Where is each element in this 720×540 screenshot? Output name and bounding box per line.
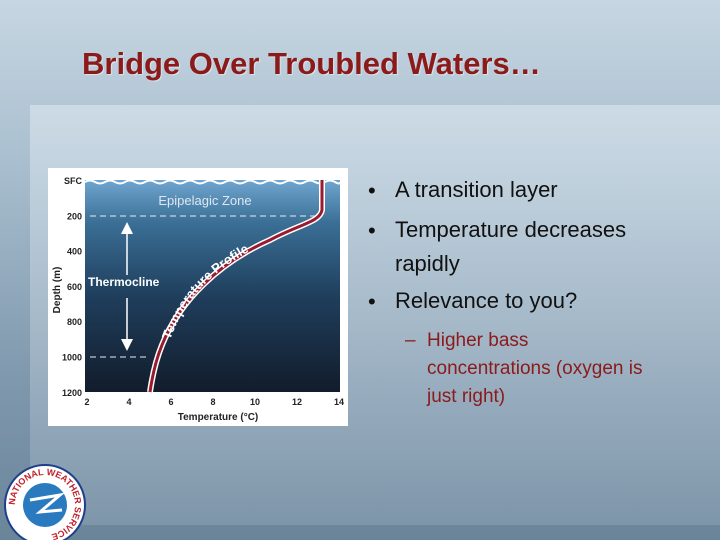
y-axis-title: Depth (m) xyxy=(52,267,63,314)
logo-bolt xyxy=(29,492,66,514)
layer-label: Thermocline xyxy=(88,275,160,289)
x-tick-label: 2 xyxy=(84,397,89,407)
y-tick-label: SFC xyxy=(64,176,83,186)
sub-bullet-item: – Higher bass concentrations (oxygen is j… xyxy=(405,327,645,411)
x-tick-label: 8 xyxy=(210,397,215,407)
x-tick-label: 10 xyxy=(250,397,260,407)
bullet-text: Relevance to you? xyxy=(395,288,578,313)
bullet-item: • Temperature decreases rapidly xyxy=(368,213,658,281)
bullet-text: Temperature decreases rapidly xyxy=(395,217,627,276)
x-axis-title: Temperature (°C) xyxy=(178,412,259,423)
bullet-item: • A transition layer xyxy=(368,173,658,207)
x-tick-label: 12 xyxy=(292,397,302,407)
bullet-text: A transition layer xyxy=(395,177,558,202)
x-tick-label: 6 xyxy=(168,397,173,407)
y-tick-label: 1000 xyxy=(62,353,82,363)
bullet-marker: • xyxy=(368,178,376,203)
zone-label: Epipelagic Zone xyxy=(158,193,251,208)
water xyxy=(85,180,340,392)
logo-center xyxy=(23,483,67,527)
y-tick-label: 600 xyxy=(67,282,82,292)
bullet-marker: • xyxy=(368,289,376,314)
temperature-profile xyxy=(148,180,324,393)
bullet-marker: • xyxy=(368,218,376,243)
sub-bullet-marker: – xyxy=(405,330,416,351)
y-tick-label: 800 xyxy=(67,317,82,327)
bullet-item: • Relevance to you? xyxy=(368,284,658,318)
slide-title: Bridge Over Troubled Waters… xyxy=(82,46,541,81)
y-tick-label: 200 xyxy=(67,211,82,221)
x-tick-label: 14 xyxy=(334,397,344,407)
x-tick-label: 4 xyxy=(126,397,131,407)
sub-bullet-text: Higher bass concentrations (oxygen is ju… xyxy=(427,330,643,407)
y-tick-label: 1200 xyxy=(62,388,82,398)
surface-wave xyxy=(84,179,341,185)
y-tick-label: 400 xyxy=(67,247,82,257)
